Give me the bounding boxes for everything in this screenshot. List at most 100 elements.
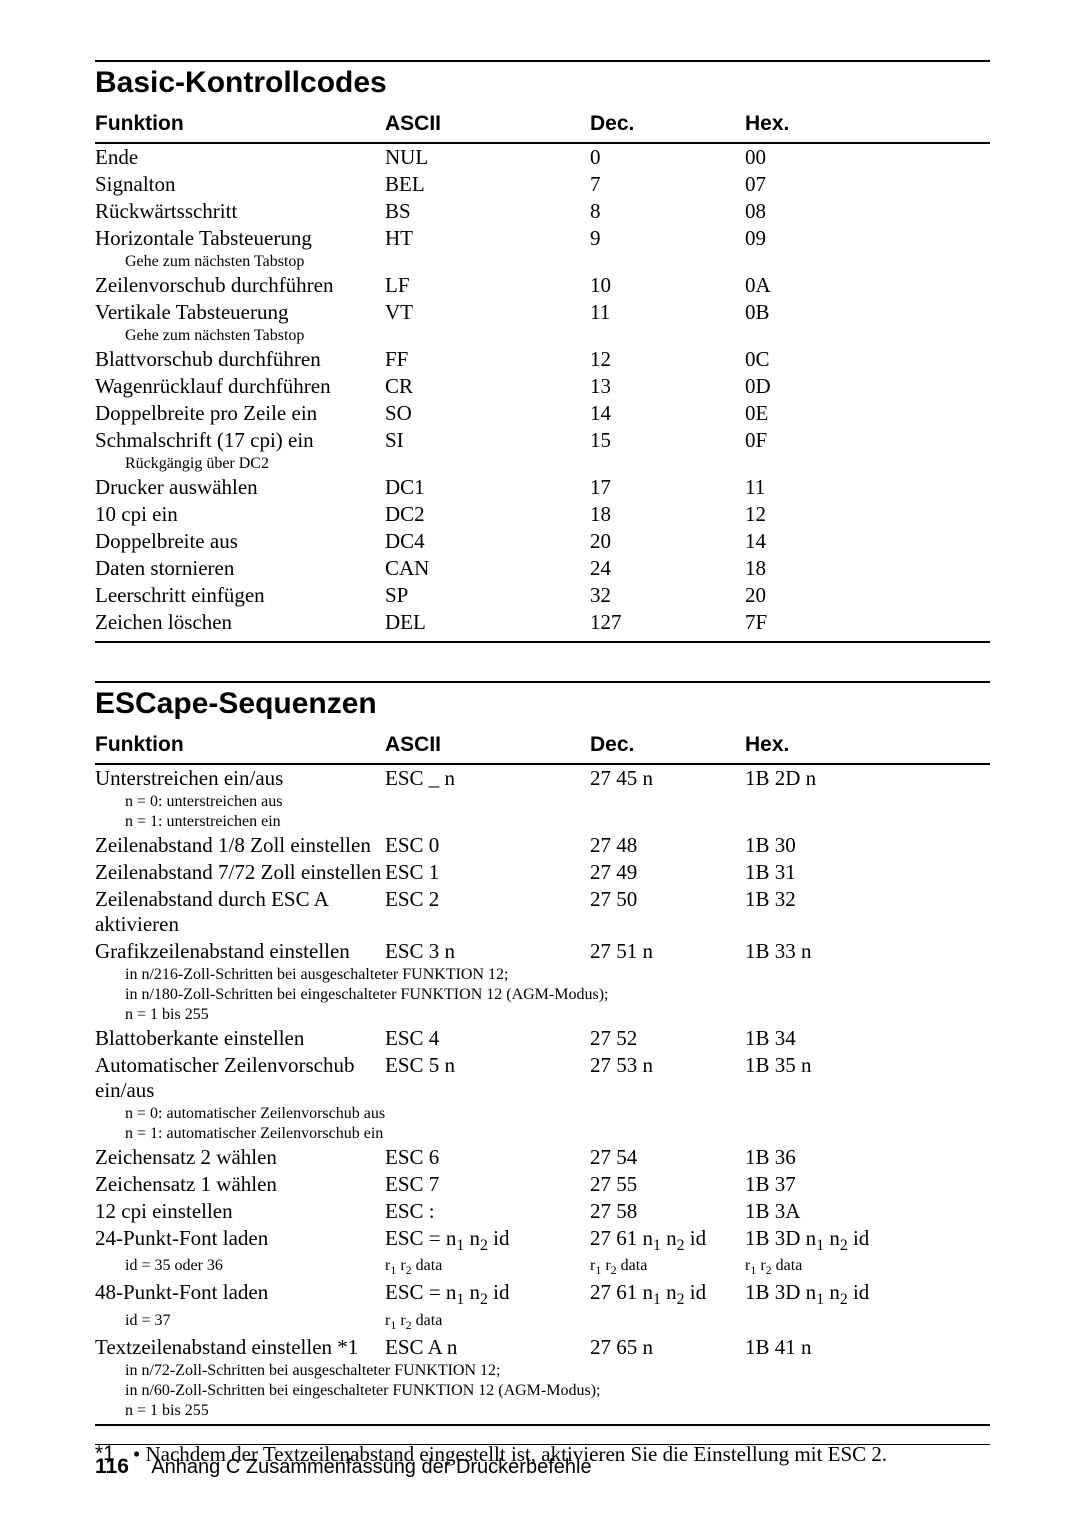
section-title-escape: ESCape-Sequenzen bbox=[95, 687, 990, 721]
cell: 0A bbox=[745, 272, 990, 299]
cell: Doppelbreite aus bbox=[95, 528, 385, 555]
cell: Leerschritt einfügen bbox=[95, 582, 385, 609]
cell: ESC = n1 n2 id bbox=[385, 1279, 590, 1310]
cell: 32 bbox=[590, 582, 745, 609]
cell: Wagenrücklauf durchführen bbox=[95, 373, 385, 400]
cell: 10 bbox=[590, 272, 745, 299]
subnote: Gehe zum nächsten Tabstop bbox=[95, 252, 990, 272]
cell: ESC 6 bbox=[385, 1144, 590, 1171]
table-row: Doppelbreite ausDC42014 bbox=[95, 528, 990, 555]
cell: 18 bbox=[745, 555, 990, 582]
cell: HT bbox=[385, 225, 590, 252]
cell: DC4 bbox=[385, 528, 590, 555]
cell: 0B bbox=[745, 299, 990, 326]
cell: DC1 bbox=[385, 474, 590, 501]
table-row: Zeichensatz 2 wählenESC 627 541B 36 bbox=[95, 1144, 990, 1171]
cell: Schmalschrift (17 cpi) ein bbox=[95, 427, 385, 454]
table-row: EndeNUL000 bbox=[95, 143, 990, 171]
cell: 12 bbox=[590, 346, 745, 373]
cell: 15 bbox=[590, 427, 745, 454]
cell: 9 bbox=[590, 225, 745, 252]
cell: Zeilenvorschub durchführen bbox=[95, 272, 385, 299]
table-row: id = 35 oder 36r1 r2 datar1 r2 datar1 r2… bbox=[95, 1256, 990, 1279]
cell: VT bbox=[385, 299, 590, 326]
cell: 0D bbox=[745, 373, 990, 400]
table-row: Zeichen löschenDEL1277F bbox=[95, 609, 990, 642]
col-ascii: ASCII bbox=[385, 729, 590, 764]
subnote: n = 1 bis 255 bbox=[95, 1005, 990, 1025]
cell: ESC 1 bbox=[385, 859, 590, 886]
cell: DEL bbox=[385, 609, 590, 642]
section-rule bbox=[95, 60, 990, 62]
table-row: Drucker auswählenDC11711 bbox=[95, 474, 990, 501]
table-row: in n/60-Zoll-Schritten bei eingeschaltet… bbox=[95, 1381, 990, 1401]
cell: 27 58 bbox=[590, 1198, 745, 1225]
cell: 127 bbox=[590, 609, 745, 642]
table-row: Gehe zum nächsten Tabstop bbox=[95, 326, 990, 346]
cell: 27 65 n bbox=[590, 1334, 745, 1361]
col-dec: Dec. bbox=[590, 729, 745, 764]
subnote: Rückgängig über DC2 bbox=[95, 454, 990, 474]
table-row: Blattoberkante einstellenESC 427 521B 34 bbox=[95, 1025, 990, 1052]
cell: 1B 35 n bbox=[745, 1052, 990, 1104]
cell: Automatischer Zeilenvorschub ein/aus bbox=[95, 1052, 385, 1104]
table-row: Vertikale TabsteuerungVT110B bbox=[95, 299, 990, 326]
subnote: id = 35 oder 36 bbox=[95, 1256, 385, 1279]
cell: ESC A n bbox=[385, 1334, 590, 1361]
cell: LF bbox=[385, 272, 590, 299]
cell: 10 cpi ein bbox=[95, 501, 385, 528]
table-row: Gehe zum nächsten Tabstop bbox=[95, 252, 990, 272]
subnote: n = 0: automatischer Zeilenvorschub aus bbox=[95, 1104, 990, 1124]
cell: 07 bbox=[745, 171, 990, 198]
table-row: 10 cpi einDC21812 bbox=[95, 501, 990, 528]
basic-table: Funktion ASCII Dec. Hex. EndeNUL000Signa… bbox=[95, 108, 990, 643]
cell: CR bbox=[385, 373, 590, 400]
cell: Zeilenabstand 1/8 Zoll einstellen bbox=[95, 832, 385, 859]
cell: 18 bbox=[590, 501, 745, 528]
cell: 13 bbox=[590, 373, 745, 400]
cell: 17 bbox=[590, 474, 745, 501]
cell: r1 r2 data bbox=[745, 1256, 990, 1279]
cell: ESC = n1 n2 id bbox=[385, 1225, 590, 1256]
cell: 27 45 n bbox=[590, 764, 745, 792]
cell: r1 r2 data bbox=[385, 1311, 590, 1334]
cell: 14 bbox=[590, 400, 745, 427]
table-row: Wagenrücklauf durchführenCR130D bbox=[95, 373, 990, 400]
table-row: Zeilenabstand 7/72 Zoll einstellenESC 12… bbox=[95, 859, 990, 886]
cell: 27 61 n1 n2 id bbox=[590, 1279, 745, 1310]
cell: NUL bbox=[385, 143, 590, 171]
cell: 27 49 bbox=[590, 859, 745, 886]
cell: Daten stornieren bbox=[95, 555, 385, 582]
cell: 08 bbox=[745, 198, 990, 225]
cell: ESC : bbox=[385, 1198, 590, 1225]
cell bbox=[745, 1311, 990, 1334]
table-row: n = 1: unterstreichen ein bbox=[95, 812, 990, 832]
cell: Drucker auswählen bbox=[95, 474, 385, 501]
table-row: id = 37r1 r2 data bbox=[95, 1311, 990, 1334]
cell: Ende bbox=[95, 143, 385, 171]
cell: ESC 4 bbox=[385, 1025, 590, 1052]
table-row: in n/72-Zoll-Schritten bei ausgeschaltet… bbox=[95, 1361, 990, 1381]
col-hex: Hex. bbox=[745, 729, 990, 764]
cell: Grafikzeilenabstand einstellen bbox=[95, 938, 385, 965]
cell bbox=[590, 1311, 745, 1334]
cell: Zeichensatz 2 wählen bbox=[95, 1144, 385, 1171]
subnote: in n/60-Zoll-Schritten bei eingeschaltet… bbox=[95, 1381, 990, 1401]
cell: ESC _ n bbox=[385, 764, 590, 792]
cell: ESC 7 bbox=[385, 1171, 590, 1198]
cell: r1 r2 data bbox=[385, 1256, 590, 1279]
cell: Doppelbreite pro Zeile ein bbox=[95, 400, 385, 427]
table-row: Zeichensatz 1 wählenESC 727 551B 37 bbox=[95, 1171, 990, 1198]
cell: 27 52 bbox=[590, 1025, 745, 1052]
subnote: n = 1: unterstreichen ein bbox=[95, 812, 990, 832]
cell: Signalton bbox=[95, 171, 385, 198]
subnote: n = 0: unterstreichen aus bbox=[95, 792, 990, 812]
cell: 12 cpi einstellen bbox=[95, 1198, 385, 1225]
cell: 1B 2D n bbox=[745, 764, 990, 792]
cell: 11 bbox=[745, 474, 990, 501]
table-row: Leerschritt einfügenSP3220 bbox=[95, 582, 990, 609]
cell: 1B 37 bbox=[745, 1171, 990, 1198]
footer-text: Anhang C Zusammenfassung der Druckerbefe… bbox=[151, 1456, 591, 1478]
table-row: Zeilenvorschub durchführenLF100A bbox=[95, 272, 990, 299]
cell: 14 bbox=[745, 528, 990, 555]
